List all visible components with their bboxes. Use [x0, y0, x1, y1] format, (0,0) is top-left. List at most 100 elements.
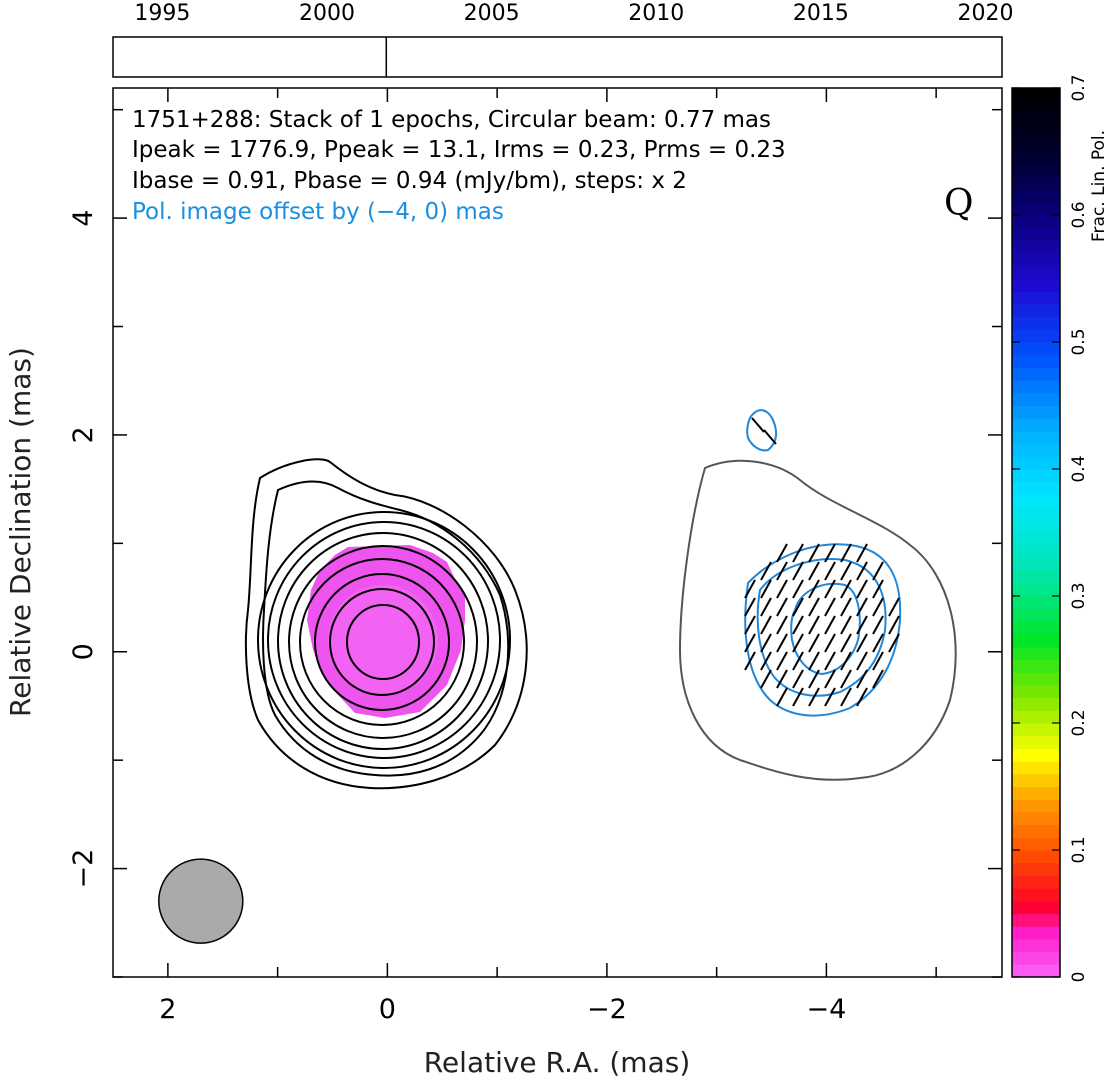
evpa-stick [744, 597, 756, 617]
timeline-frame [112, 36, 1003, 78]
timeline-ticks: 1995 2000 2005 2010 2015 2020 [134, 1, 1013, 26]
timeline-year-label: 1995 [134, 1, 190, 26]
evpa-stick [760, 633, 772, 653]
evpa-stick [872, 579, 884, 599]
colorbar-band [1012, 430, 1060, 445]
colorbar-tick-label: 0.2 [1069, 709, 1089, 736]
y-axis-title: Relative Declination (mas) [4, 347, 37, 717]
colorbar-band [1012, 646, 1060, 660]
evpa-stick [760, 669, 772, 689]
colorbar-gradient [1012, 88, 1060, 978]
evpa-stick [856, 651, 868, 671]
colorbar-band [1012, 227, 1060, 241]
colorbar-band [1012, 862, 1060, 876]
colorbar-band [1012, 672, 1060, 686]
timeline-year-label: 2015 [793, 1, 849, 26]
colorbar-band [1012, 634, 1060, 648]
evpa-stick [872, 597, 884, 617]
colorbar-band [1012, 507, 1060, 521]
evpa-stick [776, 543, 788, 563]
evpa-stick [792, 597, 804, 617]
evpa-stick [824, 669, 836, 689]
evpa-stick [792, 687, 804, 707]
colorbar-band [1012, 850, 1060, 864]
evpa-stick [856, 543, 868, 563]
colorbar-frame [1011, 87, 1061, 978]
colorbar-band [1012, 418, 1060, 432]
colorbar-band [1012, 176, 1060, 191]
colorbar-band [1012, 723, 1060, 737]
colorbar-band [1012, 913, 1060, 927]
evpa-stick [808, 669, 820, 689]
evpa-stick [824, 651, 836, 671]
colorbar-band [1012, 100, 1060, 114]
colorbar-band [1012, 253, 1060, 267]
colorbar-band [1012, 888, 1060, 902]
evpa-stick [760, 579, 772, 599]
colorbar-ticks: 0 0.1 0.2 0.3 0.4 0.5 0.6 0.7 [1012, 74, 1089, 982]
evpa-stick [744, 615, 756, 635]
evpa-stick [888, 597, 900, 617]
y-tick-label: 2 [68, 426, 99, 443]
colorbar-band [1012, 773, 1060, 787]
colorbar-band [1012, 240, 1060, 254]
evpa-stick [808, 543, 820, 563]
colorbar-band [1012, 697, 1060, 711]
evpa-stick [808, 579, 820, 599]
evpa-stick [824, 543, 836, 563]
evpa-stick [776, 579, 788, 599]
y-tick-label: 4 [68, 210, 99, 227]
colorbar-band [1012, 443, 1060, 457]
evpa-stick [840, 615, 852, 635]
evpa-stick [808, 651, 820, 671]
evpa-stick [856, 687, 868, 707]
colorbar-band [1012, 519, 1060, 533]
evpa-stick [744, 633, 756, 653]
colorbar-tick-label: 0.4 [1069, 455, 1089, 482]
colorbar-title: Frac. Lin. Pol. [1089, 130, 1109, 242]
annotation-line-2: Ipeak = 1776.9, Ppeak = 13.1, Irms = 0.2… [132, 137, 786, 163]
pol-base-contour [678, 459, 957, 781]
evpa-stick [744, 651, 756, 671]
evpa-stick [792, 561, 804, 581]
y-tick-label: 0 [68, 643, 99, 660]
colorbar-band [1012, 380, 1060, 394]
evpa-stick [744, 579, 756, 599]
evpa-stick [808, 561, 820, 581]
colorbar-band [1012, 392, 1060, 406]
colorbar-band [1012, 265, 1060, 279]
colorbar-band [1012, 824, 1060, 838]
evpa-stick [840, 669, 852, 689]
evpa-stick [808, 615, 820, 635]
x-tick-label: 0 [379, 994, 396, 1025]
evpa-stick [872, 669, 884, 689]
pol-offset-note: Pol. image offset by (−4, 0) mas [132, 199, 504, 225]
beam-ellipse [158, 858, 244, 944]
colorbar-tick-label: 0.7 [1069, 74, 1089, 101]
x-tick-label: −2 [587, 994, 627, 1025]
evpa-stick [856, 615, 868, 635]
colorbar-band [1012, 570, 1060, 584]
evpa-stick [872, 651, 884, 671]
colorbar-band [1012, 761, 1060, 775]
evpa-stick [824, 597, 836, 617]
colorbar: 0 0.1 0.2 0.3 0.4 0.5 0.6 0.7 Frac. Lin. Pol. [1011, 74, 1109, 982]
colorbar-band [1012, 303, 1060, 318]
colorbar-band [1012, 583, 1060, 597]
colorbar-band [1012, 735, 1060, 749]
evpa-stick [824, 579, 836, 599]
evpa-stick [760, 597, 772, 617]
evpa-stick [840, 687, 852, 707]
colorbar-band [1012, 202, 1060, 216]
evpa-stick [792, 579, 804, 599]
evpa-stick [856, 561, 868, 581]
evpa-stick [792, 669, 804, 689]
colorbar-band [1012, 596, 1060, 610]
plot-frame [112, 87, 1003, 978]
evpa-stick [776, 561, 788, 581]
colorbar-band [1012, 748, 1060, 762]
evpa-stick [824, 561, 836, 581]
colorbar-tick-label: 0.3 [1069, 582, 1089, 609]
colorbar-band [1012, 494, 1060, 508]
evpa-stick [792, 651, 804, 671]
